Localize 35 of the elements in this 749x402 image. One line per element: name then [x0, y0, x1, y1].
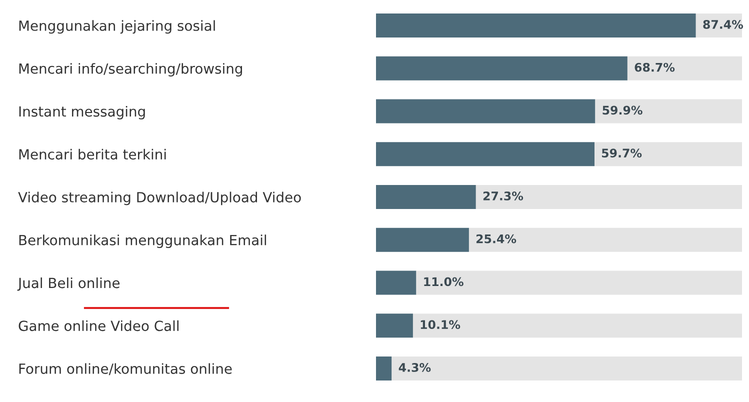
- bar: [376, 270, 416, 295]
- data-label: 11.0%: [424, 277, 464, 286]
- bar: [627, 56, 742, 80]
- y-tick-label: Jual Beli online: [17, 277, 120, 291]
- y-tick-label: Video streaming Download/Upload Video: [18, 192, 301, 206]
- y-tick-label: Mencari info/searching/browsing: [19, 63, 242, 77]
- bar: [416, 270, 742, 295]
- bar: [376, 356, 392, 381]
- y-tick-label: Menggunakan jejaring sosial: [19, 20, 215, 34]
- bar: [376, 142, 594, 166]
- bar: [376, 56, 628, 80]
- bar: [392, 356, 742, 381]
- bar: [376, 99, 596, 124]
- data-label: 25.4%: [476, 234, 516, 244]
- bar: [376, 228, 469, 252]
- bar: [376, 314, 413, 338]
- data-label: 87.4%: [703, 20, 744, 29]
- data-label: 59.9%: [602, 106, 642, 115]
- y-tick-label: Forum online/komunitas online: [19, 363, 232, 376]
- bar: [376, 13, 696, 38]
- y-tick-label: Berkomunikasi menggunakan Email: [19, 234, 266, 248]
- data-label: 59.7%: [602, 148, 642, 158]
- y-tick-label: Instant messaging: [19, 106, 145, 120]
- bar: [595, 99, 742, 124]
- bar: [376, 184, 476, 209]
- data-label: 4.3%: [398, 362, 431, 372]
- bar: [412, 314, 742, 338]
- bar: [476, 184, 742, 209]
- bar: [594, 142, 742, 166]
- y-tick-label: Game online Video Call: [18, 320, 178, 332]
- data-label: 68.7%: [634, 62, 675, 72]
- bar: [468, 228, 742, 252]
- data-label: 10.1%: [420, 320, 460, 330]
- data-label: 27.3%: [483, 191, 524, 200]
- y-tick-label: Mencari berita terkini: [19, 148, 166, 160]
